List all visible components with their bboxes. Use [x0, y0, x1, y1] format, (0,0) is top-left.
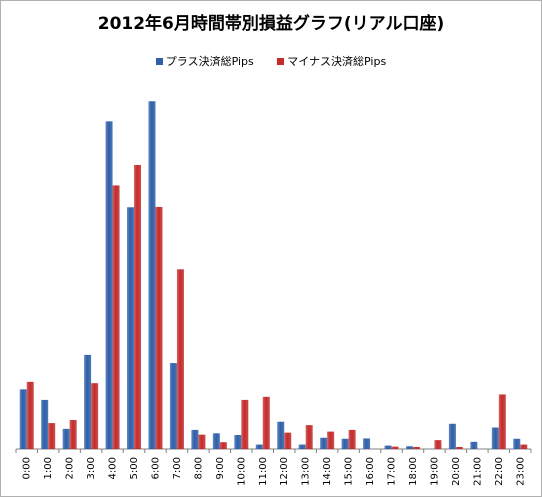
x-tick-label: 14:00	[322, 457, 333, 486]
bar-minus	[498, 394, 506, 449]
bar-minus	[48, 423, 56, 449]
chart-title: 2012年6月時間帯別損益グラフ(リアル口座)	[97, 14, 445, 34]
bar-plus	[320, 437, 328, 449]
bar-minus	[284, 432, 292, 449]
bar-plus	[62, 428, 70, 449]
x-tick-label: 11:00	[258, 457, 269, 486]
x-tick-label: 2:00	[65, 457, 76, 479]
bar-minus	[176, 269, 184, 449]
bar-plus	[298, 444, 306, 449]
bar-plus	[513, 438, 521, 449]
legend: プラス決済総Pips マイナス決済総Pips	[1, 53, 541, 69]
x-tick-label: 15:00	[344, 457, 355, 486]
legend-swatch-plus	[155, 57, 163, 65]
bar-plus	[84, 354, 92, 449]
bar-minus	[112, 185, 120, 450]
bar-minus	[412, 446, 420, 449]
legend-item-minus: マイナス決済総Pips	[277, 53, 386, 69]
legend-label-plus: プラス決済総Pips	[165, 55, 254, 68]
bar-plus	[212, 433, 220, 449]
x-tick-label: 9:00	[215, 457, 226, 479]
x-tick-label: 6:00	[150, 457, 161, 479]
x-tick-label: 13:00	[301, 457, 312, 486]
bar-minus	[69, 420, 77, 449]
legend-label-minus: マイナス決済総Pips	[287, 55, 387, 68]
bar-minus	[155, 206, 163, 449]
x-tick-label: 10:00	[236, 457, 247, 486]
x-tick-label: 18:00	[408, 457, 419, 486]
bar-minus	[26, 381, 34, 449]
x-tick-label: 22:00	[494, 457, 505, 486]
bar-plus	[148, 101, 156, 449]
legend-swatch-minus	[277, 57, 285, 65]
bar-minus	[198, 434, 206, 449]
x-tick-label: 0:00	[22, 457, 33, 479]
bar-plus	[277, 421, 285, 449]
bar-minus	[391, 446, 399, 449]
x-tick-label: 12:00	[279, 457, 290, 486]
bar-plus	[169, 363, 177, 449]
x-tick-label: 16:00	[365, 457, 376, 486]
bar-plus	[191, 429, 199, 449]
bar-plus	[127, 207, 135, 449]
bar-minus	[434, 440, 442, 449]
bar-plus	[448, 423, 456, 449]
x-tick-label: 19:00	[429, 457, 440, 486]
bar-plus	[405, 446, 413, 449]
bar-plus	[470, 441, 478, 449]
bar-minus	[305, 425, 313, 449]
bar-plus	[41, 399, 49, 449]
bar-minus	[219, 442, 227, 449]
bar-minus	[91, 383, 99, 449]
bar-plus	[491, 427, 499, 449]
bar-plus	[341, 438, 349, 449]
bar-plus	[234, 435, 242, 449]
bar-minus	[134, 164, 142, 449]
bar-minus	[327, 431, 335, 449]
bar-minus	[241, 399, 249, 449]
bar-minus	[262, 396, 270, 449]
legend-item-plus: プラス決済総Pips	[155, 53, 254, 69]
x-tick-label: 23:00	[515, 457, 526, 486]
bar-plus	[363, 438, 371, 449]
bar-plus	[255, 444, 263, 449]
x-tick-label: 8:00	[193, 457, 204, 479]
bar-plus	[105, 121, 113, 450]
bar-plus	[384, 445, 392, 449]
x-tick-label: 17:00	[387, 457, 398, 486]
x-tick-label: 4:00	[108, 457, 119, 479]
x-tick-label: 5:00	[129, 457, 140, 479]
x-tick-label: 20:00	[451, 457, 462, 486]
bar-plus	[19, 389, 27, 449]
bar-minus	[348, 429, 356, 449]
x-tick-label: 3:00	[86, 457, 97, 479]
x-tick-label: 7:00	[172, 457, 183, 479]
x-tick-label: 21:00	[472, 457, 483, 486]
x-tick-label: 1:00	[43, 457, 54, 479]
bar-minus	[520, 444, 528, 449]
bar-minus	[455, 446, 463, 449]
